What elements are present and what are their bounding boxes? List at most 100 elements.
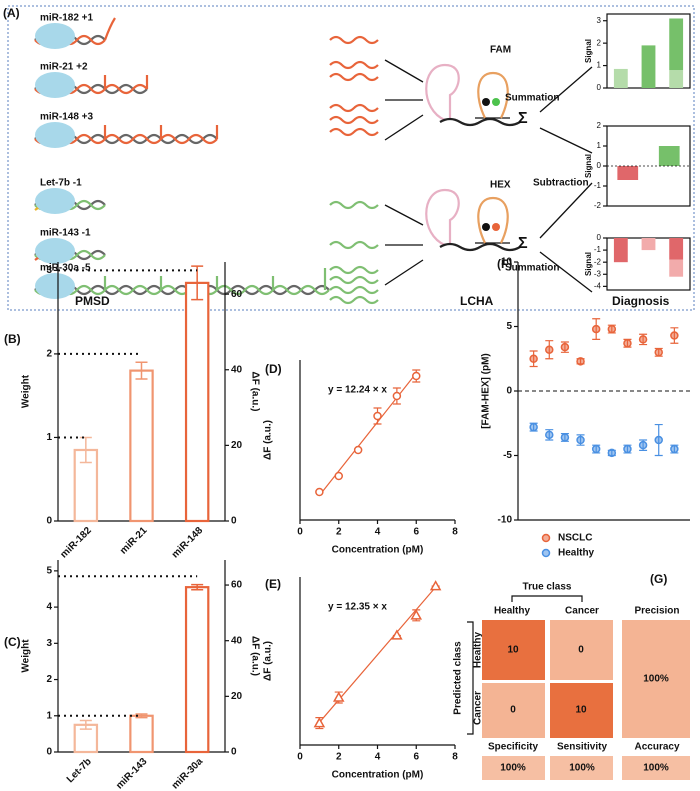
error-bar	[191, 265, 204, 301]
y-tick-label: -3	[594, 269, 602, 278]
panel-a-frame	[7, 5, 695, 311]
x-tick-label: miR-182	[59, 525, 95, 561]
bar-segment	[641, 45, 656, 88]
col-label: Healthy	[494, 606, 531, 617]
duplexes	[34, 17, 330, 296]
x-tick-label: 2	[336, 752, 342, 763]
pred-label: Predicted class	[453, 641, 464, 715]
point	[429, 580, 442, 591]
point	[545, 430, 554, 440]
panel-a-art	[7, 5, 695, 311]
point	[353, 445, 363, 455]
operation: Summation	[505, 263, 559, 274]
panel-label: (C)	[4, 635, 21, 649]
y-tick-label: 0	[597, 83, 602, 92]
bar	[184, 586, 210, 754]
bar	[184, 281, 210, 523]
point	[670, 331, 679, 340]
point	[576, 435, 585, 445]
bar-segment	[669, 259, 684, 277]
y-tick-label: 0	[506, 386, 512, 397]
cell-value: 0	[510, 705, 516, 716]
point	[391, 629, 403, 640]
panel-label: (F)	[497, 257, 512, 271]
operation: Summation	[505, 93, 559, 104]
bracket	[511, 595, 583, 602]
metric-value: 100%	[569, 763, 595, 774]
stage-label: PMSD	[75, 294, 110, 308]
point	[560, 433, 570, 442]
point	[334, 471, 343, 481]
point	[313, 717, 326, 728]
point	[607, 324, 617, 334]
error-bar	[191, 583, 204, 591]
point	[560, 342, 570, 352]
y2-tick-label: 40	[231, 364, 243, 375]
x-tick-label: 4	[375, 527, 381, 538]
operation: Subtraction	[533, 178, 589, 189]
x-tick-label: 8	[452, 752, 458, 763]
x-tick-label: 0	[297, 752, 303, 763]
col-label: Precision	[634, 606, 679, 617]
y-tick-label: 2	[46, 349, 52, 360]
point	[591, 324, 601, 334]
point	[638, 440, 648, 450]
y-tick-label: -10	[498, 515, 513, 526]
x-tick-label: 6	[413, 752, 419, 763]
stage-label: Diagnosis	[612, 294, 670, 308]
legend-label: NSCLC	[558, 533, 592, 544]
x-tick-label: miR-148	[170, 525, 206, 561]
legend-marker	[541, 533, 551, 543]
bar	[617, 166, 639, 180]
x-tick-label: 6	[413, 527, 419, 538]
true-label: True class	[523, 582, 572, 593]
bar	[658, 146, 680, 166]
y-label: Signal	[584, 154, 593, 178]
metric-label: Accuracy	[634, 742, 679, 753]
point	[576, 357, 585, 366]
error-bar	[135, 361, 148, 380]
y-tick-label: 2	[597, 121, 602, 130]
y-label: [FAM-HEX] (pM)	[481, 353, 492, 429]
y-tick-label: 1	[597, 61, 602, 70]
point	[545, 345, 554, 354]
row-label: Cancer	[473, 691, 484, 725]
cell	[482, 756, 545, 780]
sigma: Σ	[518, 235, 528, 252]
y2-label: ΔF (a.u.)	[249, 636, 260, 676]
targets	[329, 35, 379, 305]
x-label: Concentration (pM)	[332, 545, 424, 556]
cell	[482, 620, 545, 680]
annotation: y = 12.35 × x	[328, 602, 387, 613]
point	[623, 339, 632, 348]
point	[654, 435, 663, 445]
row-label: Healthy	[473, 632, 484, 669]
error-bar	[79, 719, 92, 730]
y-tick-label: 5	[46, 566, 52, 577]
x-label: Concentration (pM)	[332, 770, 424, 781]
y-tick-label: -1	[594, 181, 602, 190]
y2-tick-label: 20	[231, 691, 243, 702]
cell	[550, 756, 613, 780]
bar-segment	[613, 68, 628, 88]
panel-label: (B)	[4, 332, 21, 346]
col-label: Cancer	[565, 606, 599, 617]
error-bar	[135, 713, 148, 719]
point	[607, 448, 617, 458]
y-tick-label: -4	[594, 281, 602, 290]
y-tick-label: 4	[46, 602, 52, 613]
cell-value: 10	[507, 645, 519, 656]
y2-tick-label: 20	[231, 440, 243, 451]
y-tick-label: 0	[46, 516, 52, 527]
point	[638, 335, 648, 344]
point	[392, 391, 402, 401]
point	[670, 444, 679, 454]
error-bar	[79, 436, 92, 464]
stage-label: LCHA	[460, 294, 494, 308]
panel-label: (G)	[650, 572, 667, 586]
row-label: miR-30a -5	[40, 263, 91, 274]
x-tick-label: miR-143	[114, 756, 150, 791]
point	[654, 348, 663, 357]
cell	[622, 756, 690, 780]
bar-segment	[669, 70, 684, 88]
